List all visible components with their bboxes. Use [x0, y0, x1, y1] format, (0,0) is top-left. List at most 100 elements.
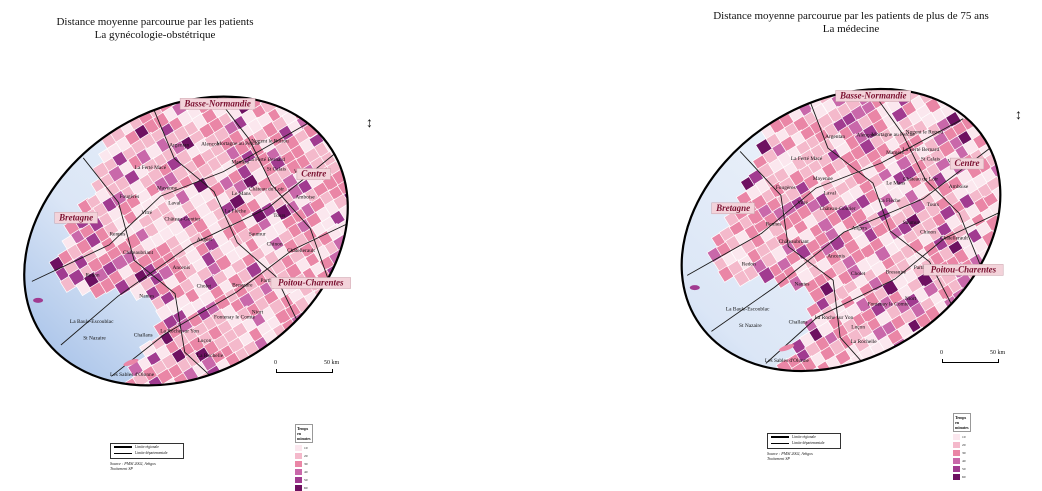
legend-swatch: 50: [295, 476, 313, 483]
city-label: La Flèche: [879, 198, 901, 204]
city-label: Rennes: [766, 221, 782, 227]
city-label: Fougères: [120, 194, 140, 200]
city-label: St Nazaire: [739, 323, 762, 329]
legend-title: Temps en minutes: [953, 413, 971, 432]
map-subtitle: La médecine: [822, 23, 880, 35]
north-arrow-icon: ↕: [1015, 108, 1022, 123]
scale-distance-label: 50 km: [990, 350, 1006, 356]
scale-bar: 0 50 km: [938, 350, 1008, 372]
department-boundary: [207, 85, 329, 280]
city-label: La Baule-Escoublac: [726, 307, 770, 313]
legend-swatch-label: 40: [962, 458, 966, 463]
legend-departmental-limit: Limite départementale: [135, 451, 168, 455]
city-label: Tours: [927, 202, 939, 208]
legend-swatch-label: 50: [962, 466, 966, 471]
legend-swatch: 10: [953, 433, 971, 440]
island: [779, 344, 795, 352]
legend-swatch: 20: [295, 452, 313, 459]
source-note: Source : PMSI 2002, Arhgos Traitement SP: [110, 461, 156, 471]
city-label: Challans: [789, 320, 808, 326]
legend-swatch: 20: [953, 441, 971, 448]
city-labels: La Ferté Macé Argentan Alençon Fougères Maye…: [726, 129, 969, 363]
legend-swatch: 40: [953, 457, 971, 464]
city-label: Cholet: [197, 283, 212, 289]
map-panel-medecine: Distance moyenne parcourue par les patie…: [521, 0, 1042, 480]
city-label: St Calais: [921, 157, 940, 163]
city-label: Nogent le Rotrou: [251, 139, 289, 145]
region-label-box: [179, 98, 256, 110]
department-boundary: [863, 78, 981, 265]
city-label: Challans: [134, 333, 153, 339]
city-label: Laval: [168, 201, 181, 207]
city-label: Bressuire: [232, 282, 253, 288]
map-area: [0, 37, 402, 445]
city-label: La Rochelle: [850, 339, 877, 345]
region-label: Poitou-Charentes: [931, 264, 997, 274]
map-panel-gynecologie: Distance moyenne parcourue par les patie…: [0, 0, 521, 491]
legend-swatch-label: 40: [304, 469, 308, 474]
city-label: Mamers: [886, 150, 904, 156]
city-label: La Ferté Macé: [135, 165, 167, 171]
department-boundary: [31, 122, 309, 282]
map-frame: [23, 95, 349, 387]
city-label: St Calais: [267, 167, 286, 173]
city-label: Vitré: [797, 200, 808, 206]
region-labels: Basse-Normandie Bretagne Centre Poitou-Char…: [711, 90, 1004, 276]
city-label: Bressuire: [886, 270, 907, 276]
legend-swatch: 60: [295, 484, 313, 491]
city-label: Cholet: [851, 271, 866, 277]
city-label: La Roche sur Yon: [815, 315, 854, 321]
city-label: Niort: [252, 310, 264, 316]
region-label-box: [949, 157, 985, 170]
city-label: St Nazaire: [83, 336, 106, 342]
legend-regional-limit: Limite régionale: [135, 445, 159, 449]
map-title-block: Distance moyenne parcourue par les patie…: [20, 16, 290, 42]
boundary-legend: Limite régionale Limite départementale: [767, 433, 841, 449]
city-label: Fougères: [776, 185, 796, 191]
city-label: Angers: [197, 237, 213, 243]
city-label: Nantes: [795, 282, 810, 288]
map-title: Distance moyenne parcourue par les patie…: [56, 16, 254, 28]
color-legend: Temps en minutes 10 20 30 40 50 60: [953, 413, 971, 480]
city-label: Amboise: [295, 195, 315, 201]
boundary-legend: Limite régionale Limite départementale: [110, 443, 184, 459]
city-label: Château du Loir: [903, 176, 938, 182]
legend-swatch-label: 10: [962, 434, 966, 439]
legend-title: Temps en minutes: [295, 424, 313, 443]
city-label: La Ferté Bernard: [902, 147, 939, 153]
choropleth-map: La Ferté Macé Argentan Alençon Fougères Maye…: [0, 37, 402, 445]
region-label: Poitou-Charentes: [278, 278, 344, 288]
city-label: La Ferté Macé: [791, 156, 823, 162]
legend-swatch-label: 30: [304, 461, 308, 466]
treatment-line: Traitement SP: [110, 466, 133, 471]
map-subtitle: La gynécologie-obstétrique: [94, 29, 216, 41]
department-boundary: [739, 151, 867, 367]
department-boundaries: [31, 85, 348, 380]
map-frame: [680, 87, 1002, 373]
scale-zero-label: 0: [940, 350, 943, 356]
city-label: Niort: [905, 296, 917, 302]
region-labels: Basse-Normandie Bretagne Centre Poitou-Char…: [54, 98, 351, 289]
legend-swatch: 30: [953, 449, 971, 456]
source-note: Source : PMSI 2002, Arhgos Traitement SP: [767, 451, 813, 461]
city-label: La Rochelle: [197, 353, 224, 359]
department-boundary: [82, 157, 215, 380]
city-label: Argentan: [825, 134, 845, 140]
city-label: Luçon: [851, 324, 865, 330]
city-label: Chinon: [920, 230, 936, 236]
legend-swatch-label: 60: [304, 485, 308, 490]
city-label: Chinon: [267, 241, 283, 247]
region-label: Centre: [301, 169, 326, 179]
city-label: La Baule-Escoublac: [70, 319, 114, 325]
source-line: Source : PMSI 2002, Arhgos: [767, 451, 813, 456]
source-line: Source : PMSI 2002, Arhgos: [110, 461, 156, 466]
city-label: Luçon: [198, 338, 212, 344]
legend-swatch-label: 50: [304, 477, 308, 482]
city-label: Les Sables d'Olonne: [765, 358, 810, 364]
map-title: Distance moyenne parcourue par les patie…: [713, 10, 989, 22]
treatment-line: Traitement SP: [767, 456, 790, 461]
region-label-box: [835, 90, 911, 102]
city-label: Fontenay le Comte: [214, 315, 256, 321]
region-label: Bretagne: [58, 212, 93, 222]
region-label: Basse-Normandie: [183, 98, 251, 108]
